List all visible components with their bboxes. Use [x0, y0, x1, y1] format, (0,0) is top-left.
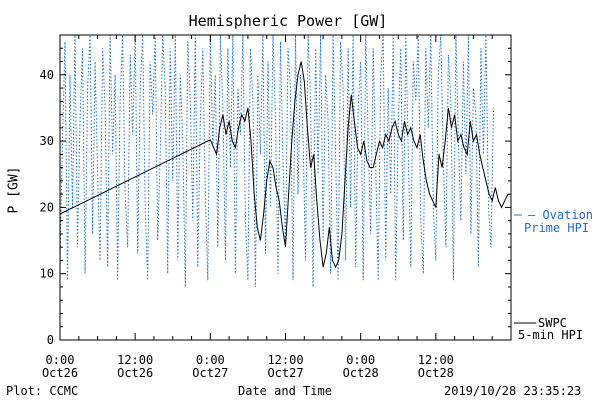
axes-group: 0102030400:00Oct2612:00Oct260:00Oct2712:…	[40, 34, 511, 380]
x-tick-time-label: 0:00	[346, 353, 375, 367]
x-tick-date-label: Oct28	[343, 366, 379, 380]
y-axis-label: P [GW]	[6, 166, 22, 214]
plot-frame	[59, 34, 512, 341]
x-tick-date-label: Oct26	[42, 366, 78, 380]
x-tick-time-label: 12:00	[418, 353, 454, 367]
legend-ovation-sublabel: Prime HPI	[524, 221, 590, 235]
swpc-series-line	[59, 61, 509, 269]
x-tick-date-label: Oct27	[192, 366, 228, 380]
legend-marks	[514, 214, 536, 324]
x-axis-label: Date and Time	[238, 384, 332, 398]
x-tick-date-label: Oct27	[267, 366, 303, 380]
y-tick-label: 40	[40, 68, 54, 82]
plot-timestamp: 2019/10/28 23:35:23	[444, 384, 582, 398]
legend-ovation-label: — Ovation	[528, 208, 594, 222]
x-tick-time-label: 12:00	[117, 353, 153, 367]
ovation-series-group	[59, 34, 494, 288]
swpc-series-group	[59, 61, 509, 269]
x-tick-time-label: 0:00	[196, 353, 225, 367]
ovation-series-line	[59, 34, 494, 288]
y-tick-label: 20	[40, 200, 54, 214]
legend-swpc-label: SWPC	[538, 316, 567, 330]
y-tick-label: 10	[40, 267, 54, 281]
legend-swpc-sublabel: 5-min HPI	[518, 328, 584, 342]
x-tick-date-label: Oct28	[418, 366, 454, 380]
x-tick-time-label: 12:00	[267, 353, 303, 367]
x-tick-time-label: 0:00	[46, 353, 75, 367]
chart-title: Hemispheric Power [GW]	[188, 12, 388, 30]
plot-credit: Plot: CCMC	[6, 384, 79, 398]
y-tick-label: 0	[47, 333, 54, 347]
x-tick-date-label: Oct26	[117, 366, 153, 380]
y-tick-label: 30	[40, 134, 54, 148]
